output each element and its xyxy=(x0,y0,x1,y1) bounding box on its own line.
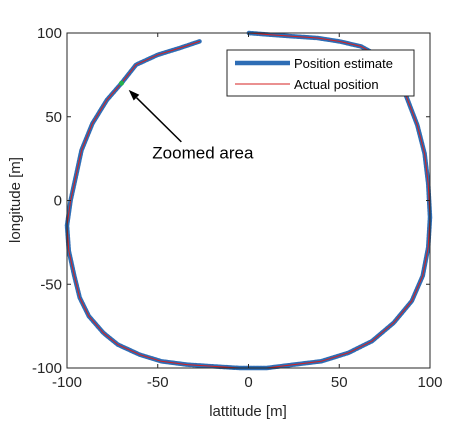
highlight-layer xyxy=(118,80,124,86)
x-tick-label: 100 xyxy=(417,374,442,391)
legend-label-position-estimate: Position estimate xyxy=(294,56,393,71)
x-tick-label: 0 xyxy=(244,374,252,391)
x-axis-label: lattitude [m] xyxy=(209,403,287,420)
annotation: Zoomed area xyxy=(128,89,254,163)
y-ticks: -100 -50 0 50 100 xyxy=(32,25,430,377)
x-tick-label: 50 xyxy=(331,374,348,391)
legend: Position estimate Actual position xyxy=(226,49,415,97)
y-axis-label: longitude [m] xyxy=(7,157,24,243)
x-ticks: -100 -50 0 50 100 xyxy=(52,33,443,391)
legend-box xyxy=(226,49,415,97)
y-tick-label: -50 xyxy=(40,276,62,293)
annotation-label: Zoomed area xyxy=(152,144,254,163)
y-tick-label: 100 xyxy=(37,25,62,42)
annotation-arrow-head xyxy=(128,89,140,101)
y-tick-label: -100 xyxy=(32,360,62,377)
y-tick-label: 0 xyxy=(54,193,62,210)
legend-label-actual-position: Actual position xyxy=(294,77,379,92)
annotation-arrow xyxy=(136,97,182,143)
y-tick-label: 50 xyxy=(45,109,62,126)
x-tick-label: -50 xyxy=(147,374,169,391)
zoomed-point-marker xyxy=(118,80,124,86)
x-tick-label: -100 xyxy=(52,374,82,391)
